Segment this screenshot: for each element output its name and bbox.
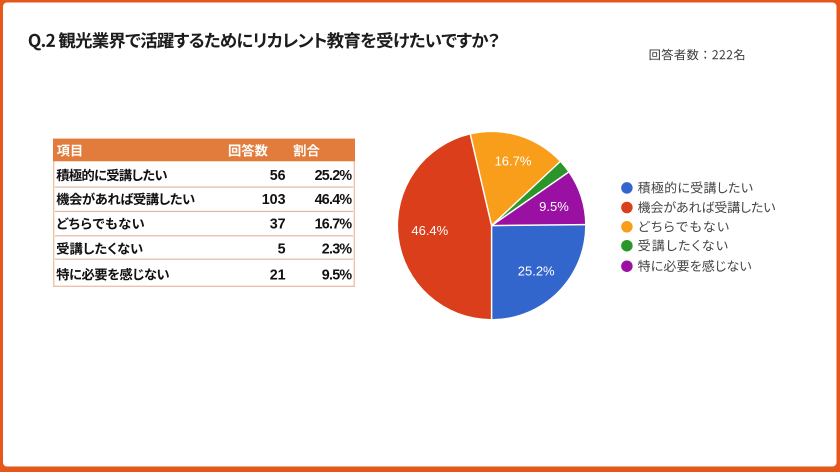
svg-text:103: 103 <box>262 192 286 208</box>
svg-text:9.5%: 9.5% <box>539 199 569 214</box>
svg-text:37: 37 <box>270 217 286 233</box>
svg-text:16.7%: 16.7% <box>315 217 353 233</box>
svg-text:46.4%: 46.4% <box>411 223 448 238</box>
svg-text:46.4%: 46.4% <box>315 192 353 208</box>
svg-text:56: 56 <box>270 168 286 184</box>
svg-text:5: 5 <box>278 242 286 258</box>
svg-text:25.2%: 25.2% <box>315 168 353 184</box>
svg-text:2.3%: 2.3% <box>322 242 353 258</box>
svg-text:9.5%: 9.5% <box>322 267 353 283</box>
svg-text:21: 21 <box>270 267 286 283</box>
svg-text:25.2%: 25.2% <box>518 264 555 279</box>
svg-text:16.7%: 16.7% <box>495 154 532 169</box>
